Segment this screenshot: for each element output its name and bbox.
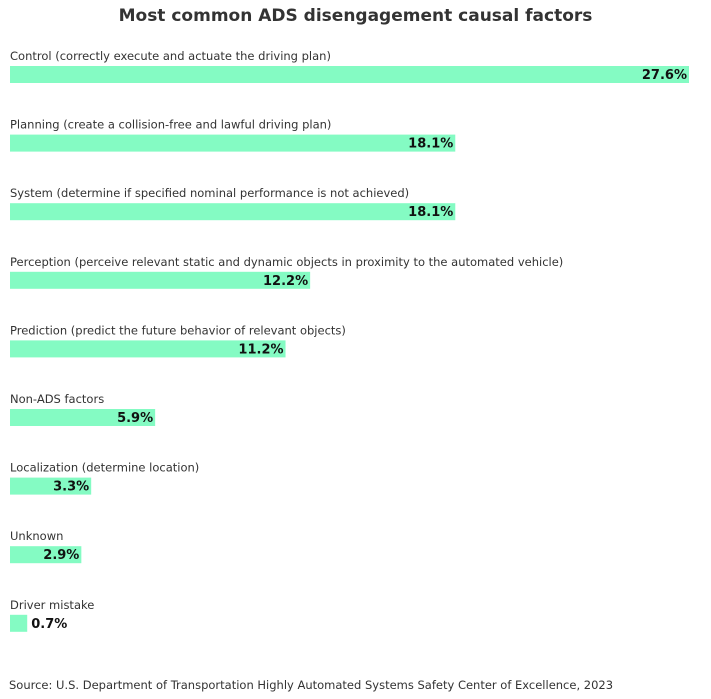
chart-title: Most common ADS disengagement causal fac… (118, 6, 593, 26)
value-label: 3.3% (53, 480, 89, 495)
value-label: 5.9% (117, 411, 153, 426)
bar (10, 477, 92, 495)
value-label: 0.7% (31, 617, 67, 632)
bar-group: Non-ADS factors 5.9% (10, 392, 156, 426)
category-label: Driver mistake (10, 598, 94, 612)
value-label: 2.9% (43, 548, 79, 563)
bar-group: Prediction (predict the future behavior … (10, 323, 346, 358)
bar (10, 546, 82, 564)
bar (10, 134, 456, 152)
bar (10, 271, 311, 289)
value-label: 18.1% (408, 137, 453, 152)
bar-group: Control (correctly execute and actuate t… (10, 49, 689, 83)
category-label: Unknown (10, 529, 63, 543)
value-label: 27.6% (642, 68, 687, 83)
category-label: Localization (determine location) (10, 461, 199, 475)
bar-group: Driver mistake 0.7% (10, 598, 94, 632)
category-label: Control (correctly execute and actuate t… (10, 49, 331, 63)
bar-group: Localization (determine location) 3.3% (10, 461, 199, 495)
value-label: 18.1% (408, 205, 453, 220)
bar (10, 203, 456, 221)
bar-group: Unknown 2.9% (10, 529, 82, 564)
bar-group: System (determine if specified nominal p… (10, 186, 456, 221)
bar (10, 66, 689, 83)
chart-source: Source: U.S. Department of Transportatio… (9, 678, 614, 692)
category-label: System (determine if specified nominal p… (10, 186, 409, 200)
bar-chart: Control (correctly execute and actuate t… (10, 49, 689, 632)
category-label: Prediction (predict the future behavior … (10, 323, 346, 337)
category-label: Non-ADS factors (10, 392, 104, 406)
category-label: Planning (create a collision-free and la… (10, 118, 331, 132)
bar-group: Planning (create a collision-free and la… (10, 118, 456, 152)
bar (10, 409, 156, 426)
category-label: Perception (perceive relevant static and… (10, 255, 563, 269)
bar (10, 340, 286, 358)
value-label: 11.2% (238, 342, 283, 357)
bar-group: Perception (perceive relevant static and… (10, 255, 563, 289)
bar (10, 614, 28, 632)
value-label: 12.2% (263, 274, 308, 289)
